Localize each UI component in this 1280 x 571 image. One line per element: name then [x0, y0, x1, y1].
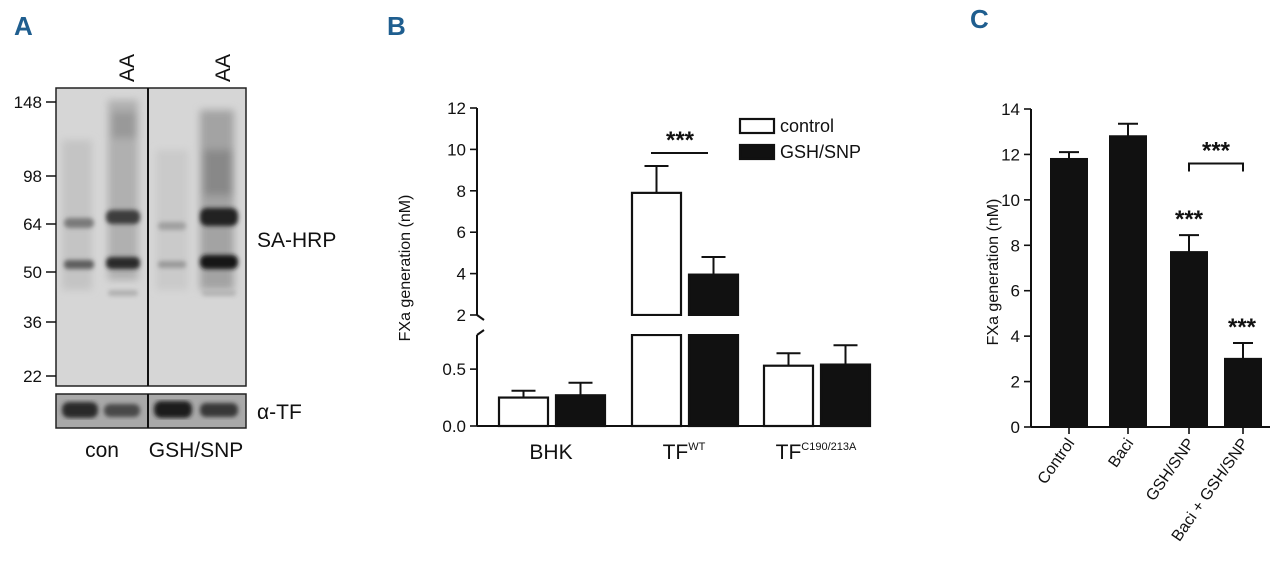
significance-bracket	[1188, 162, 1244, 172]
bar-break-gap	[630, 316, 683, 334]
bar-control-tfc190-213a	[762, 364, 815, 428]
chart-c: 0 2 4 6 8 10 12 14 FXa generation (nM) Control Bac…	[985, 100, 1270, 545]
mw-36: 36	[23, 313, 42, 332]
legend-label-gsh-snp: GSH/SNP	[780, 142, 861, 162]
lane-label-aa-1: AA	[116, 54, 139, 82]
legend-label-control: control	[780, 116, 834, 136]
bar-control-tfwt-lower	[630, 333, 683, 428]
bar-control-tfwt	[630, 191, 683, 317]
x-tick-label-gsh-snp: GSH/SNP	[1143, 436, 1198, 505]
y-tick-label: 4	[1011, 327, 1020, 346]
bar-gsh-snp	[1170, 251, 1208, 428]
y-tick-label: 14	[1001, 100, 1020, 119]
significance-stars: ***	[666, 127, 695, 154]
legend-swatch-control	[738, 117, 776, 135]
y-tick-label: 12	[447, 99, 466, 118]
chart-b: 0.0 0.5 2 4 6 8 10 12 FXa generation (nM) BHK TFWT…	[397, 99, 872, 464]
significance-stars-gsh-snp: ***	[1175, 206, 1204, 233]
bar-baci	[1109, 135, 1147, 428]
bar-gsh-snp-bhk	[554, 394, 607, 428]
significance-stars-baci-gsh-snp: ***	[1228, 314, 1257, 341]
y-tick-label: 8	[1011, 236, 1020, 255]
legend-swatch-gsh-snp	[738, 143, 776, 161]
y-tick-label: 0	[1011, 418, 1020, 437]
bar-control	[1050, 157, 1088, 428]
group-label-gsh-snp: GSH/SNP	[149, 439, 244, 462]
y-tick-label: 8	[457, 182, 466, 201]
x-tick-label-control: Control	[1035, 436, 1079, 488]
significance-stars-bracket: ***	[1202, 138, 1231, 165]
lane-label-aa-2: AA	[212, 54, 235, 82]
x-tick-label-tfc190-213a: TFC190/213A	[776, 441, 857, 464]
band-label-sa-hrp: SA-HRP	[257, 229, 336, 252]
y-tick-label: 10	[1001, 191, 1020, 210]
bar-gsh-snp-tfc190-213a	[819, 363, 872, 428]
y-tick-label: 4	[457, 265, 466, 284]
bar-baci-gsh-snp	[1224, 357, 1262, 429]
x-tick-label-tfwt: TFWT	[663, 441, 706, 464]
loading-bands	[62, 401, 238, 418]
loading-label-alpha-tf: α-TF	[257, 401, 302, 424]
y-axis-label: FXa generation (nM)	[985, 199, 1002, 346]
mw-22: 22	[23, 367, 42, 386]
panel-label-c: C	[970, 4, 989, 34]
axis-break-mark-upper	[476, 314, 485, 321]
x-tick-label-baci: Baci	[1105, 436, 1137, 471]
panel-label-b: B	[387, 11, 406, 41]
y-tick-label: 2	[457, 306, 466, 325]
western-blot: AA AA	[14, 54, 337, 462]
mw-64: 64	[23, 215, 42, 234]
y-tick-label: 6	[1011, 282, 1020, 301]
mw-markers: 148 98 64 50 36 22	[14, 93, 56, 386]
mw-98: 98	[23, 167, 42, 186]
y-tick-label: 10	[447, 140, 466, 159]
y-tick-label: 2	[1011, 373, 1020, 392]
mw-148: 148	[14, 93, 42, 112]
bar-control-bhk	[497, 396, 550, 428]
blot-bands	[64, 208, 238, 296]
y-axis-label: FXa generation (nM)	[397, 195, 414, 342]
bar-gsh-snp-tfwt-lower	[687, 333, 740, 428]
mw-50: 50	[23, 263, 42, 282]
axis-break-mark-lower	[476, 329, 485, 336]
bar-break-gap	[687, 316, 740, 334]
y-tick-label: 0.5	[442, 360, 466, 379]
y-tick-label: 12	[1001, 145, 1020, 164]
y-tick-label: 0.0	[442, 417, 466, 436]
group-label-con: con	[85, 439, 119, 462]
bar-gsh-snp-tfwt	[687, 273, 740, 317]
panel-label-a: A	[14, 11, 33, 41]
x-tick-label-bhk: BHK	[529, 441, 572, 464]
y-tick-label: 6	[457, 223, 466, 242]
